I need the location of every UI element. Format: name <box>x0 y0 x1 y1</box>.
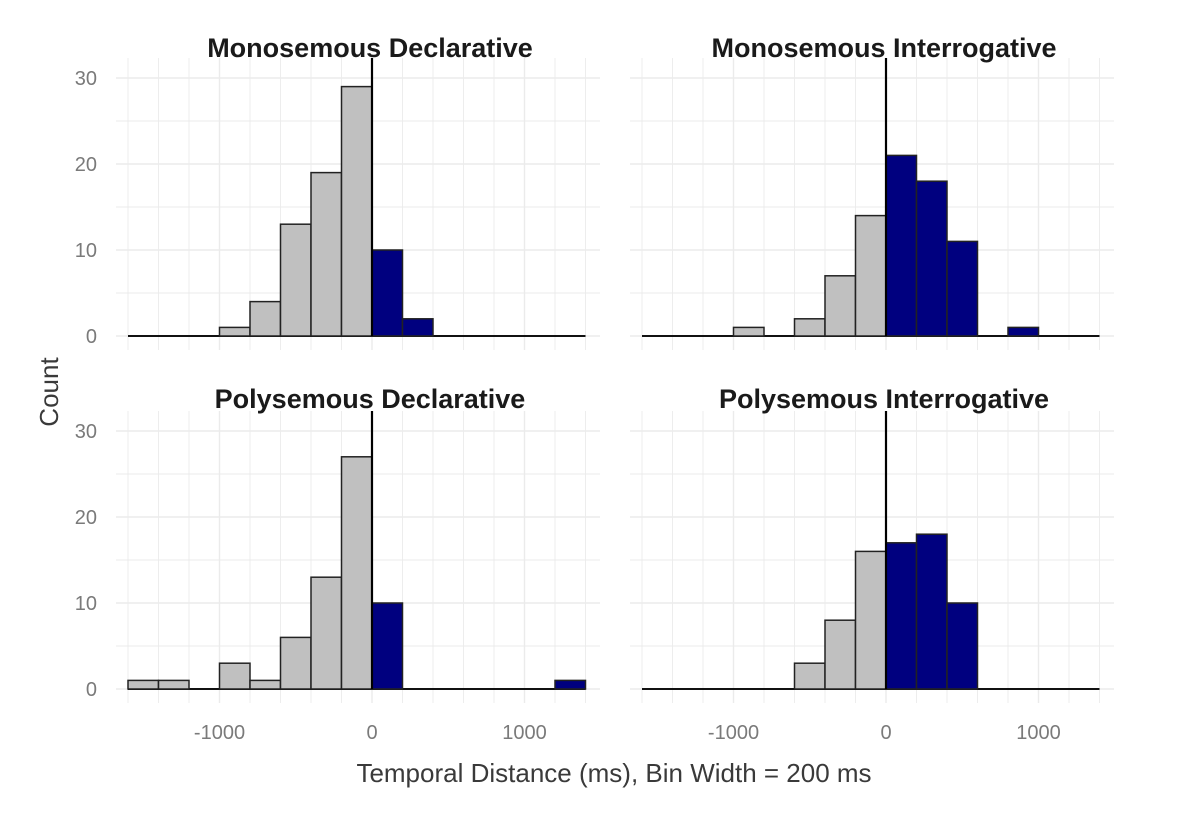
histogram-bar <box>249 300 282 337</box>
histogram-bar <box>401 318 434 337</box>
histogram-bar <box>915 533 948 690</box>
x-tick-label: -1000 <box>194 722 245 744</box>
histogram-bar <box>279 636 312 690</box>
panel: Monosemous Declarative 0 10 20 30 <box>75 33 600 350</box>
bars <box>127 456 587 690</box>
histogram-bar <box>340 85 373 337</box>
histogram-bar <box>279 223 312 337</box>
x-tick-label: 1000 <box>502 722 547 744</box>
histogram-bar <box>793 662 826 690</box>
histogram-bar <box>249 679 282 690</box>
histogram-bar <box>946 240 979 337</box>
y-tick-label: 10 <box>75 593 97 615</box>
y-tick-label: 0 <box>86 679 97 701</box>
y-tick-label: 20 <box>75 507 97 529</box>
histogram-bar <box>310 171 343 337</box>
histogram-bar <box>340 456 373 690</box>
y-tick-label: 20 <box>75 154 97 176</box>
bars <box>793 533 979 690</box>
x-tick-label: -1000 <box>708 722 759 744</box>
histogram-bar <box>824 275 857 337</box>
histogram-bar <box>127 679 160 690</box>
histogram-bar <box>218 662 251 690</box>
histogram-bar <box>371 249 404 337</box>
x-tick-label: 0 <box>366 722 377 744</box>
bars <box>732 154 1040 337</box>
histogram-bar <box>915 180 948 337</box>
histogram-bar <box>885 154 918 337</box>
x-tick-label: 0 <box>880 722 891 744</box>
bars <box>218 85 434 337</box>
histogram-bar <box>218 326 251 337</box>
histogram-bar <box>310 576 343 690</box>
panel: Polysemous Declarative 0 10 20 30 -1000 0 1000 <box>75 384 600 744</box>
y-axis-title: Count <box>34 357 64 427</box>
y-tick-label: 30 <box>75 421 97 443</box>
panel-title: Polysemous Declarative <box>215 384 526 414</box>
histogram-bar <box>793 318 826 337</box>
histogram-bar <box>854 550 887 690</box>
histogram-bar <box>554 679 587 690</box>
x-tick-label: 1000 <box>1016 722 1061 744</box>
panel-title: Monosemous Declarative <box>207 33 533 63</box>
histogram-bar <box>854 214 887 337</box>
panel: Polysemous Interrogative -1000 0 1000 <box>630 384 1114 744</box>
histogram-bar <box>371 602 404 690</box>
histogram-bar <box>946 602 979 690</box>
histogram-bar <box>157 679 190 690</box>
y-tick-label: 0 <box>86 326 97 348</box>
y-tick-label: 30 <box>75 68 97 90</box>
histogram-bar <box>732 326 765 337</box>
panel-title: Monosemous Interrogative <box>711 33 1056 63</box>
panel-title: Polysemous Interrogative <box>719 384 1049 414</box>
y-tick-label: 10 <box>75 240 97 262</box>
histogram-bar <box>885 542 918 690</box>
x-axis-title: Temporal Distance (ms), Bin Width = 200 … <box>356 758 871 788</box>
histogram-bar <box>1007 326 1040 337</box>
histogram-bar <box>824 619 857 690</box>
panel: Monosemous Interrogative <box>630 33 1114 350</box>
